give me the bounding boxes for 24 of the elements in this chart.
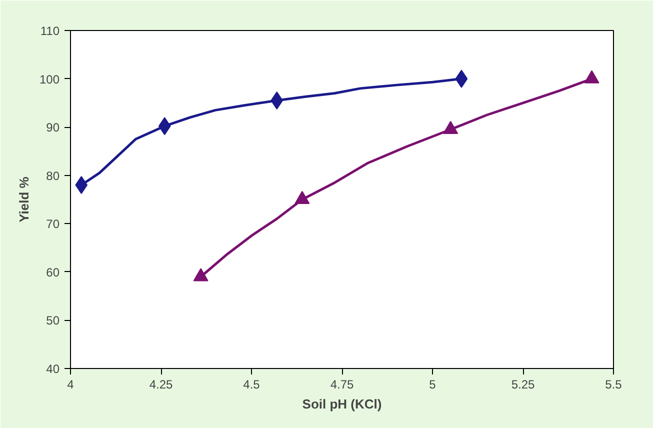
y-tick-label: 60 — [46, 265, 60, 280]
y-tick-label: 90 — [46, 120, 60, 135]
point — [158, 117, 171, 136]
point — [294, 190, 310, 204]
y-axis-title: Yield % — [16, 176, 32, 222]
x-tick-label: 4.5 — [243, 378, 260, 392]
x-tick-label: 5.5 — [605, 378, 622, 392]
y-tick-label: 110 — [40, 24, 60, 38]
y-tick-label: 50 — [46, 314, 60, 328]
x-tick-label: 5.25 — [511, 378, 536, 392]
x-tick-label: 4 — [67, 378, 74, 392]
y-tick-label: 40 — [46, 362, 60, 376]
y-tick-label: 70 — [46, 217, 60, 232]
x-tick-label: 5 — [429, 378, 436, 392]
x-axis-title: Soil pH (KCl) — [302, 396, 382, 412]
y-tick-label: 100 — [39, 72, 60, 86]
point — [455, 70, 468, 88]
point — [193, 268, 208, 282]
point — [443, 120, 458, 134]
x-tick-label: 4.75 — [330, 378, 354, 392]
y-tick-label: 80 — [46, 168, 60, 183]
point — [270, 92, 284, 110]
point — [75, 176, 88, 194]
x-tick-label: 4.25 — [149, 378, 174, 392]
